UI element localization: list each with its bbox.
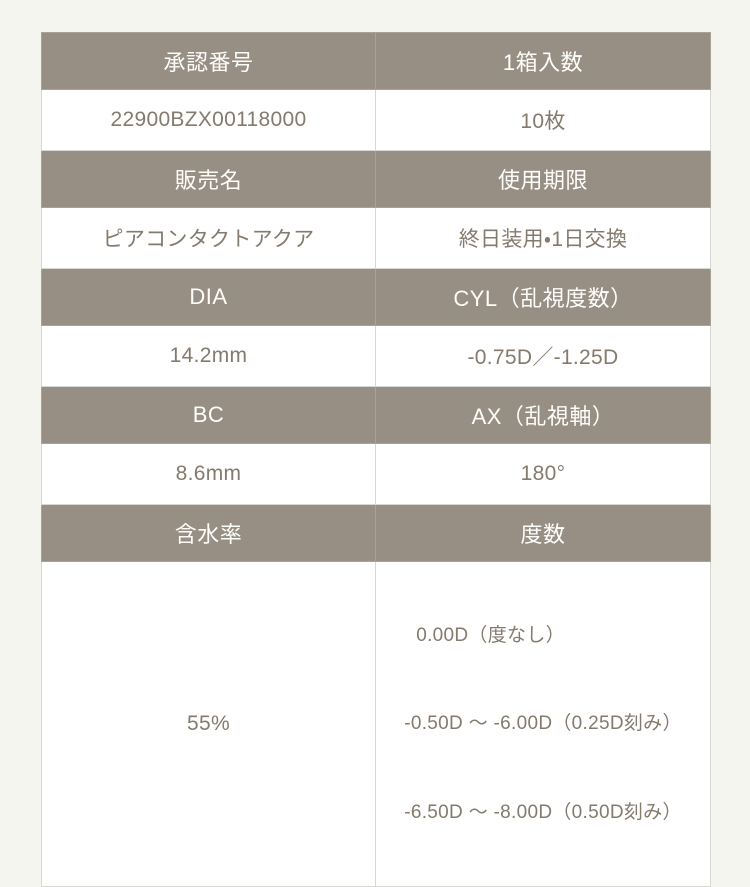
- value-cell-product-name: ピアコンタクトアクア: [41, 207, 376, 269]
- value-cell-bc: 8.6mm: [41, 443, 376, 505]
- header-cell-ax: AX（乱視軸）: [375, 386, 711, 444]
- value-cell-cyl: -0.75D／-1.25D: [375, 325, 711, 387]
- value-cell-power: 0.00D（度なし） -0.50D ～ -6.00D（0.25D刻み） -6.5…: [375, 561, 711, 887]
- value-cell-dia: 14.2mm: [41, 325, 376, 387]
- header-cell-approval-number: 承認番号: [41, 32, 376, 90]
- table-row: 55% 0.00D（度なし） -0.50D ～ -6.00D（0.25D刻み） …: [41, 561, 711, 887]
- value-cell-quantity-per-box: 10枚: [375, 89, 711, 151]
- header-cell-water-content: 含水率: [41, 504, 376, 562]
- table-row: 販売名 使用期限: [41, 150, 711, 208]
- power-range-line-2: -0.50D ～ -6.00D（0.25D刻み）: [404, 713, 682, 735]
- table-row: 含水率 度数: [41, 504, 711, 562]
- contact-lens-specification-table: 承認番号 1箱入数 22900BZX00118000 10枚 販売名 使用期限 …: [41, 32, 711, 887]
- value-cell-ax: 180°: [375, 443, 711, 505]
- table-row: 22900BZX00118000 10枚: [41, 89, 711, 151]
- value-cell-approval-number: 22900BZX00118000: [41, 89, 376, 151]
- header-cell-power: 度数: [375, 504, 711, 562]
- header-cell-product-name: 販売名: [41, 150, 376, 208]
- table-row: BC AX（乱視軸）: [41, 386, 711, 444]
- value-cell-expiration: 終日装用・1日交換: [375, 207, 711, 269]
- header-cell-quantity-per-box: 1箱入数: [375, 32, 711, 90]
- header-cell-dia: DIA: [41, 268, 376, 326]
- page-background: 承認番号 1箱入数 22900BZX00118000 10枚 販売名 使用期限 …: [41, 32, 711, 887]
- table-row: 8.6mm 180°: [41, 443, 711, 505]
- header-cell-cyl: CYL（乱視度数）: [375, 268, 711, 326]
- table-row: 承認番号 1箱入数: [41, 32, 711, 90]
- value-cell-water-content: 55%: [41, 561, 376, 887]
- table-row: DIA CYL（乱視度数）: [41, 268, 711, 326]
- power-range-line-3: -6.50D ～ -8.00D（0.50D刻み）: [404, 801, 682, 823]
- power-range-list: 0.00D（度なし） -0.50D ～ -6.00D（0.25D刻み） -6.5…: [404, 562, 682, 886]
- header-cell-expiration: 使用期限: [375, 150, 711, 208]
- power-range-line-1: 0.00D（度なし）: [416, 624, 565, 646]
- header-cell-bc: BC: [41, 386, 376, 444]
- table-row: 14.2mm -0.75D／-1.25D: [41, 325, 711, 387]
- table-row: ピアコンタクトアクア 終日装用・1日交換: [41, 207, 711, 269]
